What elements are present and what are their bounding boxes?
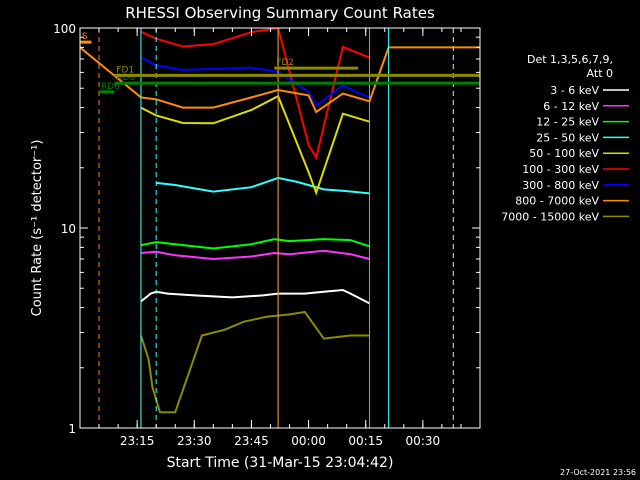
plot-frame — [79, 27, 481, 429]
legend-label-3: 25 - 50 keV — [536, 131, 599, 144]
flag-label-0: S — [82, 32, 88, 42]
y-tick-label-1: 10 — [61, 222, 76, 236]
interval-lines — [79, 28, 454, 428]
series-line-2 — [140, 238, 370, 250]
series-line-1 — [140, 249, 370, 261]
legend-label-2: 12 - 25 keV — [536, 116, 599, 129]
series-line-0 — [140, 288, 370, 305]
x-tick-label-2: 23:45 — [234, 434, 269, 448]
generation-timestamp: 27-Oct-2021 23:56 — [560, 468, 636, 477]
x-tick-label-5: 00:30 — [406, 434, 441, 448]
flag-label-1: RD6 — [101, 82, 120, 92]
x-axis-label: Start Time (31-Mar-15 23:04:42) — [167, 455, 394, 471]
legend-label-8: 7000 - 15000 keV — [501, 210, 599, 223]
flag-label-2: RD6 — [116, 73, 135, 83]
flag-label-3: FD1 — [116, 65, 134, 75]
series-line-3 — [156, 176, 370, 195]
x-tick-label-3: 00:00 — [291, 434, 326, 448]
y-tick-label-0: 1 — [68, 422, 76, 436]
legend-label-6: 300 - 800 keV — [522, 179, 599, 192]
series-line-4 — [140, 94, 370, 196]
series-line-8 — [140, 310, 370, 414]
legend-label-0: 3 - 6 keV — [550, 84, 599, 97]
y-axis-label: Count Rate (s⁻¹ detector⁻¹) — [30, 140, 45, 317]
axis-ticks: 1 10 100 23:15 23:30 23:45 00:00 00:15 00:30 — [53, 22, 481, 448]
legend-label-7: 800 - 7000 keV — [515, 195, 599, 208]
x-tick-label-1: 23:30 — [177, 434, 212, 448]
chart-title: RHESSI Observing Summary Count Rates — [125, 4, 435, 22]
flag-label-4: FD2 — [276, 58, 294, 68]
legend-header-0: Det 1,3,5,6,7,9, — [527, 53, 613, 66]
legend-label-4: 50 - 100 keV — [529, 147, 599, 160]
legend: Det 1,3,5,6,7,9,Att 0 3 - 6 keV 6 - 12 keV… — [501, 53, 629, 223]
legend-label-5: 100 - 300 keV — [522, 163, 599, 176]
legend-header-1: Att 0 — [587, 67, 613, 80]
series-layer — [80, 28, 480, 414]
series-line-6 — [140, 56, 370, 107]
x-tick-label-0: 23:15 — [120, 434, 155, 448]
x-tick-label-4: 00:15 — [348, 434, 383, 448]
legend-label-1: 6 - 12 keV — [543, 100, 599, 113]
y-tick-label-2: 100 — [53, 22, 76, 36]
